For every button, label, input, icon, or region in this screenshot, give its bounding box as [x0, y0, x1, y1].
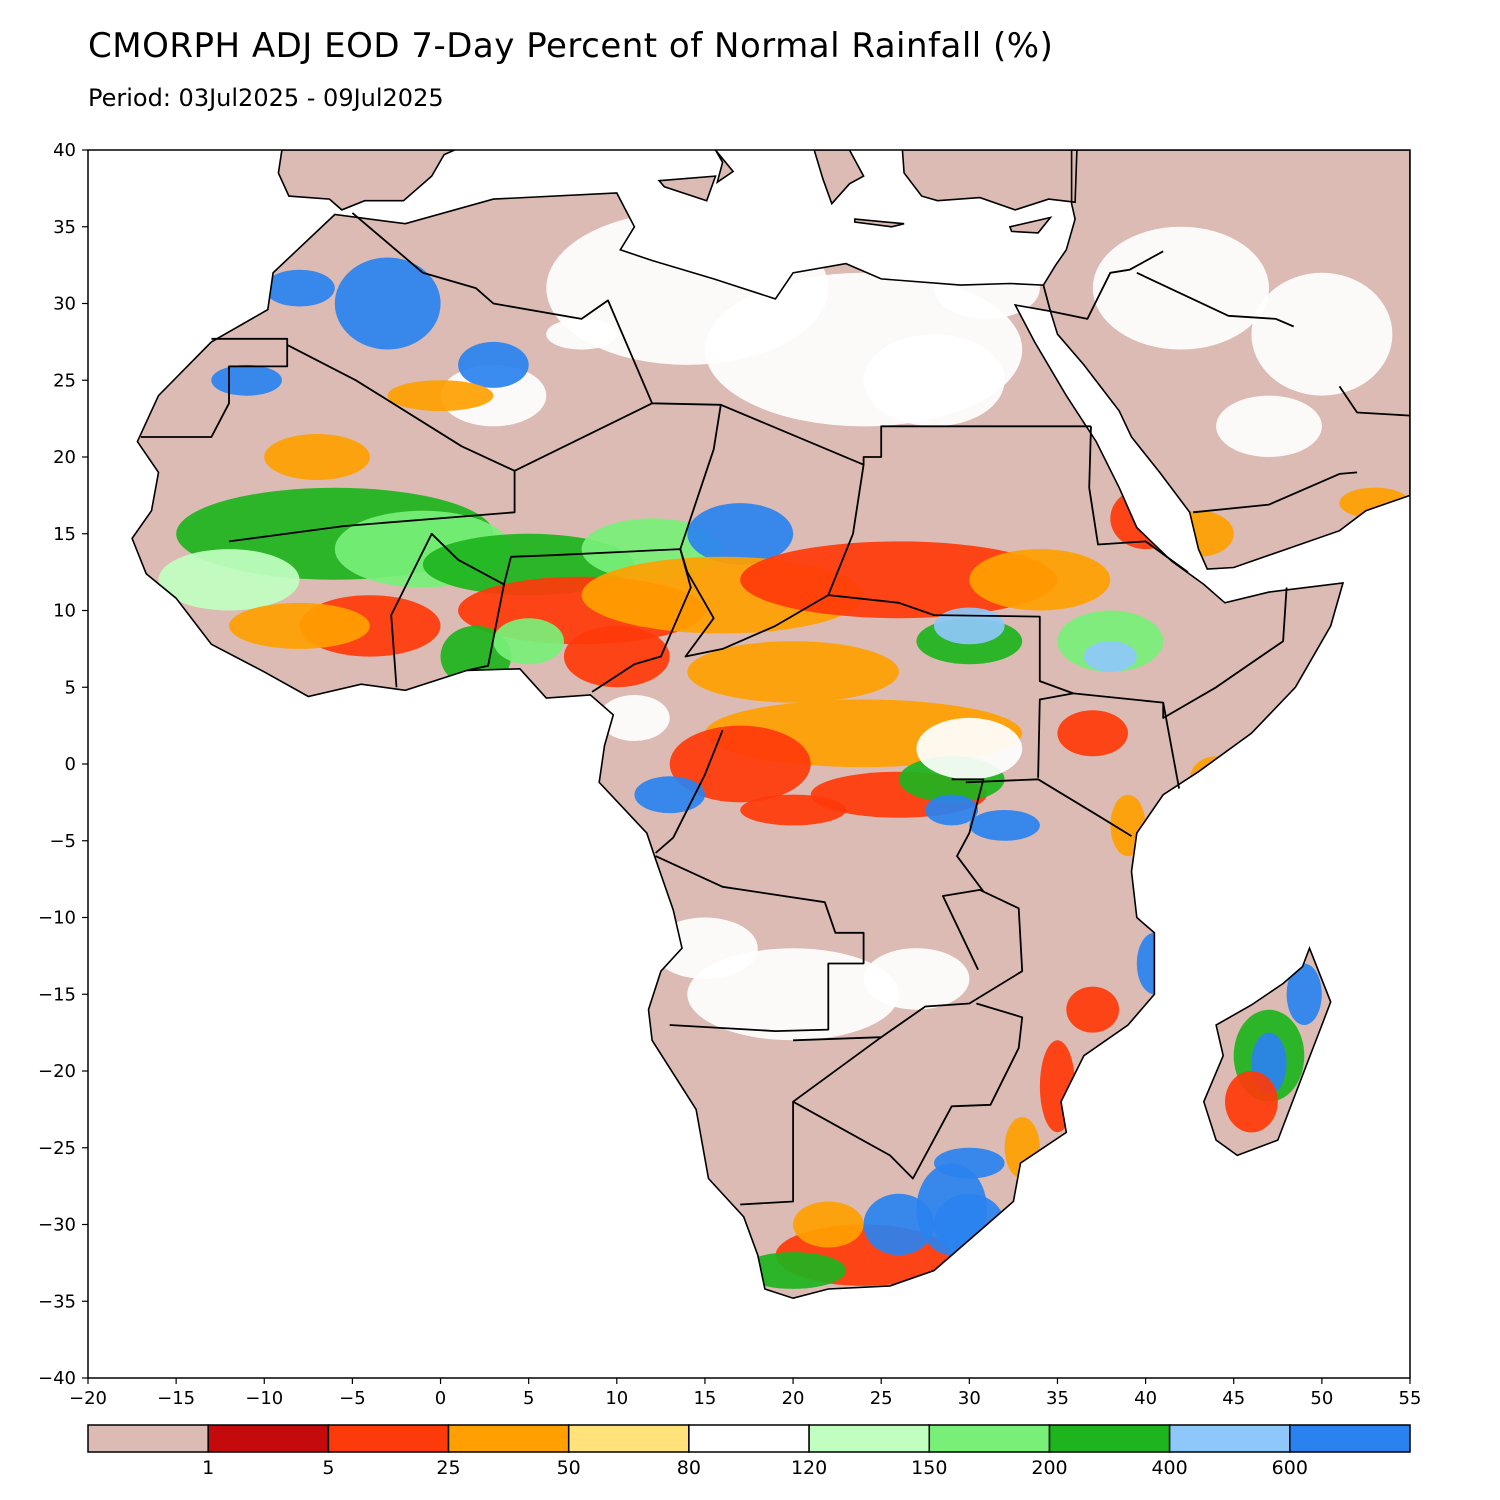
- x-tick-label: 55: [1399, 1388, 1422, 1409]
- y-tick-label: 20: [53, 447, 76, 468]
- latitude-axis: 40 35 30 25 20 15 10 5 0 −5 −10 −15 −20 −25 −30 −35 −40: [38, 140, 88, 1389]
- colorbar-label: 600: [1272, 1457, 1308, 1479]
- colorbar-swatch: [1168, 1424, 1291, 1453]
- y-tick-label: −40: [38, 1368, 76, 1389]
- colorbar-label: 50: [557, 1457, 581, 1479]
- colorbar-label: 400: [1151, 1457, 1187, 1479]
- colorbar-swatch: [928, 1424, 1051, 1453]
- colorbar-label: 1: [202, 1457, 214, 1479]
- x-tick-label: 25: [870, 1388, 893, 1409]
- y-tick-label: −20: [38, 1061, 76, 1082]
- colorbar-label: 5: [322, 1457, 334, 1479]
- colorbar-swatch: [87, 1424, 209, 1453]
- colorbar-label: 80: [677, 1457, 701, 1479]
- x-tick-label: 35: [1046, 1388, 1069, 1409]
- colorbar-swatch: [447, 1424, 570, 1453]
- y-tick-label: 35: [53, 217, 76, 238]
- colorbar-swatch: [1048, 1424, 1171, 1453]
- y-tick-label: −30: [38, 1215, 76, 1236]
- map-title: CMORPH ADJ EOD 7-Day Percent of Normal R…: [88, 26, 1054, 66]
- colorbar-swatch: [808, 1424, 931, 1453]
- colorbar-label: 120: [791, 1457, 827, 1479]
- y-tick-label: 10: [53, 601, 76, 622]
- colorbar-legend: 1 5 25 50 80 120 150 200 400 600: [87, 1424, 1411, 1479]
- x-tick-label: 50: [1310, 1388, 1333, 1409]
- x-tick-label: −5: [339, 1388, 366, 1409]
- x-tick-label: 40: [1134, 1388, 1157, 1409]
- colorbar-swatch: [327, 1424, 450, 1453]
- y-tick-label: 0: [65, 754, 76, 775]
- y-tick-label: 15: [53, 524, 76, 545]
- x-tick-label: −10: [245, 1388, 283, 1409]
- x-tick-label: −15: [157, 1388, 195, 1409]
- land-layer: [131, 150, 1410, 1300]
- x-tick-label: 30: [958, 1388, 981, 1409]
- y-tick-label: −5: [49, 831, 76, 852]
- y-tick-label: 5: [65, 677, 76, 698]
- x-tick-label: 5: [523, 1388, 534, 1409]
- y-tick-label: −25: [38, 1138, 76, 1159]
- colorbar-swatch: [207, 1424, 330, 1453]
- x-tick-label: −20: [69, 1388, 107, 1409]
- x-tick-label: 15: [693, 1388, 716, 1409]
- x-tick-label: 20: [782, 1388, 805, 1409]
- colorbar-swatch: [567, 1424, 690, 1453]
- colorbar-label: 200: [1031, 1457, 1067, 1479]
- x-tick-label: 45: [1222, 1388, 1245, 1409]
- colorbar-label: 150: [911, 1457, 947, 1479]
- y-tick-label: −15: [38, 984, 76, 1005]
- y-tick-label: 40: [53, 140, 76, 161]
- map-subtitle: Period: 03Jul2025 - 09Jul2025: [88, 84, 444, 112]
- colorbar-swatch: [688, 1424, 810, 1453]
- y-tick-label: −10: [38, 908, 76, 929]
- x-tick-label: 0: [435, 1388, 446, 1409]
- longitude-axis: −20 −15 −10 −5 0 5 10 15 20 25 30 35 40 45 50 55: [69, 1378, 1421, 1409]
- colorbar-swatch: [1289, 1424, 1411, 1453]
- colorbar-label: 25: [436, 1457, 460, 1479]
- y-tick-label: −35: [38, 1291, 76, 1312]
- y-tick-label: 25: [53, 370, 76, 391]
- y-tick-label: 30: [53, 294, 76, 315]
- x-tick-label: 10: [605, 1388, 628, 1409]
